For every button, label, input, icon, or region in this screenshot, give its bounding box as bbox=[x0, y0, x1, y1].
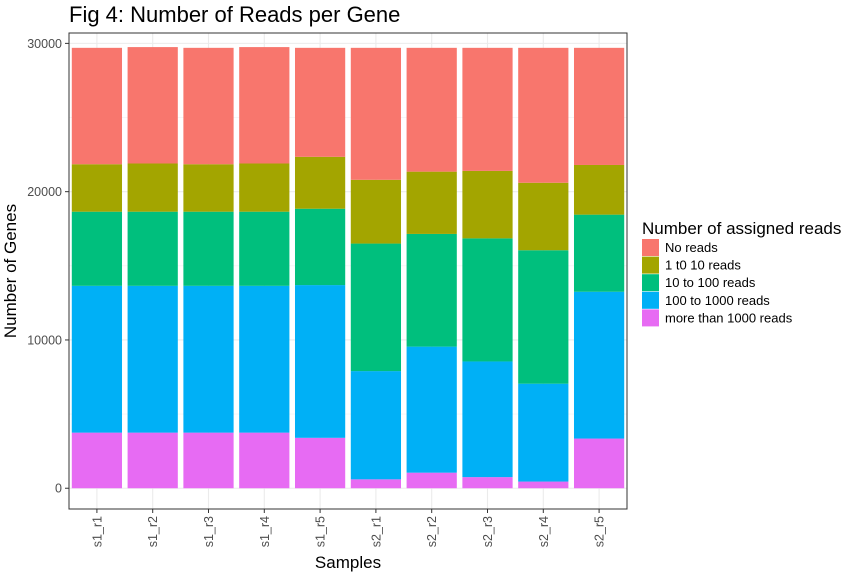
legend-swatch bbox=[642, 239, 659, 256]
y-tick-label: 20000 bbox=[27, 185, 62, 199]
bar-segment-s2_r1-more-than-1000-reads bbox=[350, 479, 402, 489]
legend-swatch bbox=[642, 274, 659, 292]
bar-segment-s1_r3-1-t0-10-reads bbox=[183, 164, 234, 212]
bar-segment-s1_r5-10-to-100-reads bbox=[294, 208, 346, 286]
bar-segment-s1_r5-100-to-1000-reads bbox=[294, 285, 346, 438]
bars bbox=[71, 47, 625, 489]
bar-segment-s1_r1-more-than-1000-reads bbox=[71, 432, 123, 489]
bar-segment-s2_r3-100-to-1000-reads bbox=[462, 361, 513, 478]
bar-segment-s1_r2-more-than-1000-reads bbox=[127, 432, 178, 489]
bar-segment-s1_r4-1-t0-10-reads bbox=[239, 163, 290, 212]
legend-label: 100 to 1000 reads bbox=[665, 293, 770, 308]
x-tick-label: s2_r5 bbox=[593, 516, 607, 547]
bar-segment-s1_r4-100-to-1000-reads bbox=[239, 285, 290, 433]
bar-segment-s2_r4-no-reads bbox=[518, 47, 569, 183]
legend-label: No reads bbox=[665, 240, 718, 255]
y-tick-label: 10000 bbox=[27, 333, 62, 347]
bar-segment-s2_r1-100-to-1000-reads bbox=[350, 371, 402, 480]
bar-segment-s2_r3-more-than-1000-reads bbox=[462, 477, 513, 489]
bar-segment-s1_r2-1-t0-10-reads bbox=[127, 163, 178, 212]
legend: Number of assigned reads No reads 1 t0 10… bbox=[642, 219, 841, 327]
bar-segment-s1_r3-10-to-100-reads bbox=[183, 211, 234, 286]
bar-segment-s1_r3-no-reads bbox=[183, 47, 234, 165]
bar-segment-s2_r2-more-than-1000-reads bbox=[406, 472, 457, 489]
legend-swatch bbox=[642, 256, 659, 274]
bar-segment-s1_r3-100-to-1000-reads bbox=[183, 285, 234, 433]
bar-segment-s1_r2-10-to-100-reads bbox=[127, 211, 178, 286]
bar-segment-s1_r5-more-than-1000-reads bbox=[294, 437, 346, 489]
x-tick-label: s1_r1 bbox=[90, 516, 104, 547]
legend-title: Number of assigned reads bbox=[642, 219, 841, 238]
bar-segment-s1_r1-1-t0-10-reads bbox=[71, 164, 123, 212]
legend-label: more than 1000 reads bbox=[665, 310, 793, 325]
bar-segment-s1_r1-100-to-1000-reads bbox=[71, 285, 123, 433]
bar-segment-s2_r1-no-reads bbox=[350, 47, 402, 180]
bar-segment-s2_r5-1-t0-10-reads bbox=[573, 164, 625, 215]
bar-segment-s2_r2-no-reads bbox=[406, 47, 457, 172]
bar-segment-s1_r1-no-reads bbox=[71, 47, 123, 165]
legend-label: 10 to 100 reads bbox=[665, 275, 756, 290]
bar-segment-s1_r5-1-t0-10-reads bbox=[294, 156, 346, 209]
y-axis: 0 10000 20000 30000 bbox=[27, 37, 69, 496]
bar-segment-s2_r1-10-to-100-reads bbox=[350, 243, 402, 372]
bar-segment-s1_r4-more-than-1000-reads bbox=[239, 432, 290, 489]
x-axis-title: Samples bbox=[315, 553, 381, 572]
bar-segment-s2_r4-100-to-1000-reads bbox=[518, 383, 569, 482]
legend-label: 1 t0 10 reads bbox=[665, 258, 741, 273]
y-axis-title: Number of Genes bbox=[1, 204, 20, 338]
bar-segment-s2_r5-no-reads bbox=[573, 47, 625, 165]
bar-segment-s2_r3-10-to-100-reads bbox=[462, 238, 513, 362]
bar-segment-s2_r4-10-to-100-reads bbox=[518, 250, 569, 384]
y-tick-label: 30000 bbox=[27, 37, 62, 51]
bar-segment-s2_r4-more-than-1000-reads bbox=[518, 481, 569, 489]
bar-segment-s2_r2-10-to-100-reads bbox=[406, 233, 457, 347]
bar-segment-s2_r1-1-t0-10-reads bbox=[350, 179, 402, 244]
legend-swatch bbox=[642, 309, 659, 327]
x-tick-label: s1_r2 bbox=[146, 516, 160, 547]
bar-segment-s1_r4-no-reads bbox=[239, 47, 290, 164]
bar-segment-s1_r1-10-to-100-reads bbox=[71, 211, 123, 286]
x-tick-label: s1_r3 bbox=[202, 516, 216, 547]
chart-title: Fig 4: Number of Reads per Gene bbox=[69, 2, 400, 27]
x-axis: s1_r1 s1_r2 s1_r3 s1_r4 s1_r5 s2_r1 s2_r2 s2_r3… bbox=[90, 509, 607, 547]
bar-segment-s1_r2-no-reads bbox=[127, 47, 178, 164]
bar-segment-s1_r5-no-reads bbox=[294, 47, 346, 157]
bar-segment-s1_r3-more-than-1000-reads bbox=[183, 432, 234, 489]
bar-segment-s2_r3-no-reads bbox=[462, 47, 513, 171]
bar-segment-s2_r5-10-to-100-reads bbox=[573, 214, 625, 292]
x-tick-label: s2_r1 bbox=[369, 516, 383, 547]
bar-segment-s2_r3-1-t0-10-reads bbox=[462, 170, 513, 239]
bar-segment-s1_r4-10-to-100-reads bbox=[239, 211, 290, 286]
legend-swatch bbox=[642, 291, 659, 309]
panel-border bbox=[68, 32, 628, 510]
bar-segment-s2_r5-more-than-1000-reads bbox=[573, 438, 625, 489]
x-tick-label: s2_r3 bbox=[481, 516, 495, 547]
bar-segment-s2_r5-100-to-1000-reads bbox=[573, 291, 625, 439]
bar-segment-s2_r2-1-t0-10-reads bbox=[406, 171, 457, 234]
x-tick-label: s2_r4 bbox=[537, 516, 551, 547]
y-tick-label: 0 bbox=[55, 482, 62, 496]
x-tick-label: s1_r5 bbox=[314, 516, 328, 547]
x-tick-label: s1_r4 bbox=[258, 516, 272, 547]
bar-segment-s2_r4-1-t0-10-reads bbox=[518, 182, 569, 251]
bar-segment-s2_r2-100-to-1000-reads bbox=[406, 346, 457, 473]
x-tick-label: s2_r2 bbox=[425, 516, 439, 547]
bar-segment-s1_r2-100-to-1000-reads bbox=[127, 285, 178, 433]
